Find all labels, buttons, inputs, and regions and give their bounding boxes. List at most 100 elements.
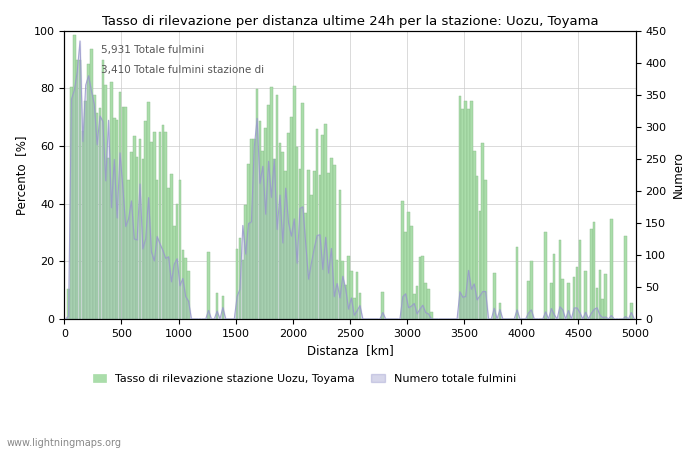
Bar xyxy=(88,64,90,319)
Bar xyxy=(324,124,327,319)
Bar xyxy=(561,279,564,319)
Bar xyxy=(327,173,330,319)
Bar xyxy=(184,258,187,319)
Bar xyxy=(573,277,575,319)
Bar xyxy=(104,85,107,319)
Bar xyxy=(330,158,332,319)
Legend: Tasso di rilevazione stazione Uozu, Toyama, Numero totale fulmini: Tasso di rilevazione stazione Uozu, Toya… xyxy=(88,369,520,388)
Bar xyxy=(262,151,264,319)
Text: 5,931 Totale fulmini: 5,931 Totale fulmini xyxy=(102,45,204,55)
Bar xyxy=(133,136,136,319)
Bar xyxy=(273,159,276,319)
Bar xyxy=(299,169,301,319)
Bar xyxy=(139,140,141,319)
Bar xyxy=(236,249,239,319)
Bar xyxy=(122,107,124,319)
Bar xyxy=(281,153,284,319)
Bar xyxy=(419,256,421,319)
Bar xyxy=(147,102,150,319)
Bar xyxy=(164,132,167,319)
Bar xyxy=(310,195,313,319)
Bar xyxy=(207,252,210,319)
Bar xyxy=(318,175,321,319)
Bar xyxy=(96,113,99,319)
Bar xyxy=(604,274,607,319)
Bar xyxy=(290,117,293,319)
Bar xyxy=(293,86,295,319)
Bar xyxy=(70,87,73,319)
Bar xyxy=(342,261,344,319)
Bar xyxy=(250,139,253,319)
Bar xyxy=(247,163,250,319)
Bar xyxy=(239,238,241,319)
Bar xyxy=(170,175,173,319)
Bar xyxy=(244,205,247,319)
Bar xyxy=(156,180,158,319)
Bar xyxy=(141,158,144,319)
Bar xyxy=(99,108,101,319)
Bar xyxy=(153,132,155,319)
Bar xyxy=(107,158,110,319)
Bar xyxy=(110,82,113,319)
Bar xyxy=(176,204,178,319)
Bar xyxy=(333,165,335,319)
Bar xyxy=(493,273,496,319)
Bar xyxy=(550,283,552,319)
Bar xyxy=(136,157,139,319)
Bar xyxy=(344,285,347,319)
Bar xyxy=(473,151,475,319)
Bar xyxy=(307,170,310,319)
Bar xyxy=(579,240,581,319)
Bar xyxy=(216,293,218,319)
Text: www.lightningmaps.org: www.lightningmaps.org xyxy=(7,438,122,448)
Bar xyxy=(144,121,147,319)
Bar xyxy=(130,152,133,319)
Bar xyxy=(178,180,181,319)
Bar xyxy=(516,247,519,319)
Bar xyxy=(296,147,298,319)
Bar xyxy=(630,302,633,319)
Bar xyxy=(85,101,87,319)
Bar xyxy=(407,212,410,319)
Bar xyxy=(421,256,424,319)
Bar xyxy=(484,180,487,319)
Bar xyxy=(530,261,533,319)
Bar xyxy=(336,260,338,319)
Bar xyxy=(458,96,461,319)
Bar xyxy=(90,49,92,319)
Bar xyxy=(358,293,361,319)
Bar xyxy=(159,131,161,319)
Bar xyxy=(256,89,258,319)
Bar xyxy=(287,133,290,319)
Bar xyxy=(284,171,287,319)
Bar xyxy=(424,283,427,319)
Bar xyxy=(610,219,612,319)
Bar xyxy=(598,270,601,319)
Bar xyxy=(476,176,478,319)
Bar xyxy=(78,60,81,319)
Bar xyxy=(590,230,593,319)
Bar xyxy=(253,139,256,319)
Bar xyxy=(527,281,530,319)
Bar xyxy=(593,222,596,319)
Y-axis label: Percento  [%]: Percento [%] xyxy=(15,135,28,215)
Bar xyxy=(81,130,84,319)
Bar xyxy=(76,59,78,319)
Bar xyxy=(498,303,501,319)
Bar xyxy=(624,236,627,319)
Bar xyxy=(67,288,70,319)
Bar xyxy=(113,118,116,319)
Bar xyxy=(339,189,342,319)
Y-axis label: Numero: Numero xyxy=(672,151,685,198)
Bar xyxy=(241,260,244,319)
Bar xyxy=(430,312,433,319)
Bar xyxy=(575,267,578,319)
Bar xyxy=(304,213,307,319)
Text: 3,410 Totale fulmini stazione di: 3,410 Totale fulmini stazione di xyxy=(102,65,265,75)
Title: Tasso di rilevazione per distanza ultime 24h per la stazione: Uozu, Toyama: Tasso di rilevazione per distanza ultime… xyxy=(102,15,598,28)
Bar xyxy=(125,108,127,319)
Bar xyxy=(402,201,404,319)
Bar xyxy=(173,225,176,319)
Bar xyxy=(321,135,324,319)
Bar xyxy=(119,92,121,319)
